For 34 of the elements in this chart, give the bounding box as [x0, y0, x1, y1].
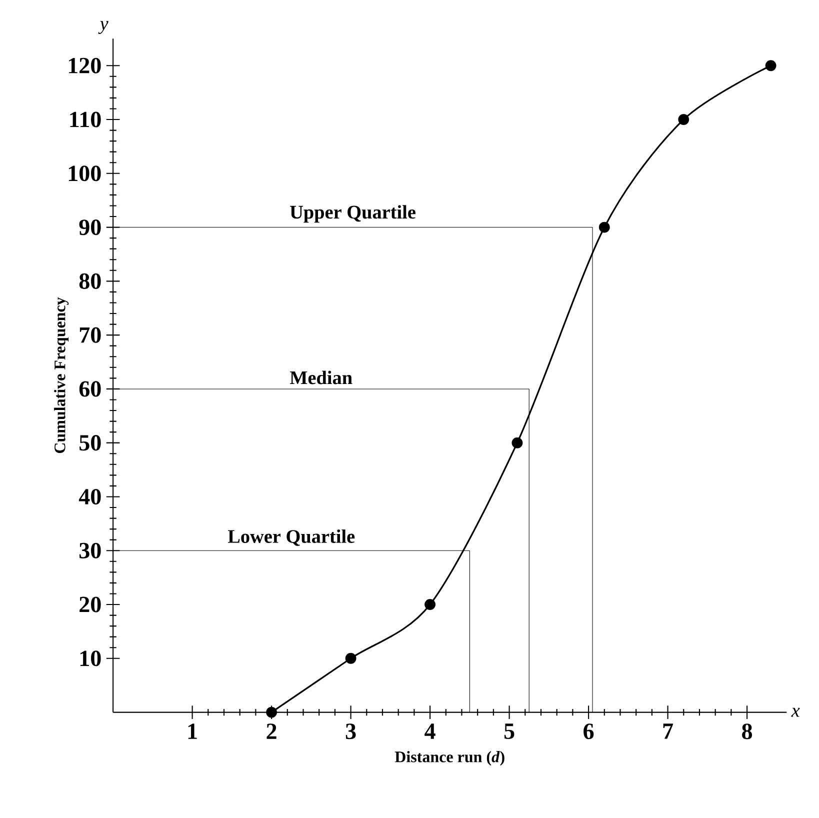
y-tick-label: 90 [79, 219, 101, 235]
point [765, 60, 776, 71]
x-tick-label: 1 [188, 724, 197, 739]
point [512, 437, 523, 448]
x-tick-label: 5 [504, 724, 514, 739]
y-axis-title: Cumulative Frequency [54, 297, 69, 453]
y-tick-label: 100 [68, 165, 101, 182]
y-tick-label: 110 [70, 112, 101, 128]
y-tick-label: 70 [80, 327, 101, 343]
point [424, 598, 436, 610]
y-tick-label: 20 [80, 596, 101, 612]
point [266, 706, 278, 718]
point [598, 222, 610, 233]
x-axis-title: Distance run (d) [394, 750, 504, 766]
y-tick-label: 80 [79, 273, 101, 289]
x-tick-label: 2 [266, 724, 276, 739]
x-tick-label: 8 [742, 724, 752, 740]
point [345, 652, 356, 664]
point [678, 114, 690, 125]
y-tick-label: 40 [78, 488, 101, 504]
ref-line-label: Upper Quartile [290, 205, 416, 222]
text: x [791, 708, 800, 717]
x-tick-label: 3 [346, 724, 356, 740]
y-tick-label: 10 [80, 650, 101, 666]
y-tick-label: 50 [80, 434, 101, 450]
text: y [98, 20, 108, 34]
ref-line-label: Lower Quartile [228, 529, 355, 546]
ref-line-label: Median [290, 370, 352, 384]
x-tick-label: 4 [424, 724, 436, 739]
x-tick-label: 7 [663, 724, 673, 739]
y-tick-label: 30 [79, 542, 101, 558]
y-tick-label: 60 [79, 381, 101, 397]
x-tick-label: 6 [584, 724, 594, 740]
y-tick-label: 120 [68, 58, 101, 74]
